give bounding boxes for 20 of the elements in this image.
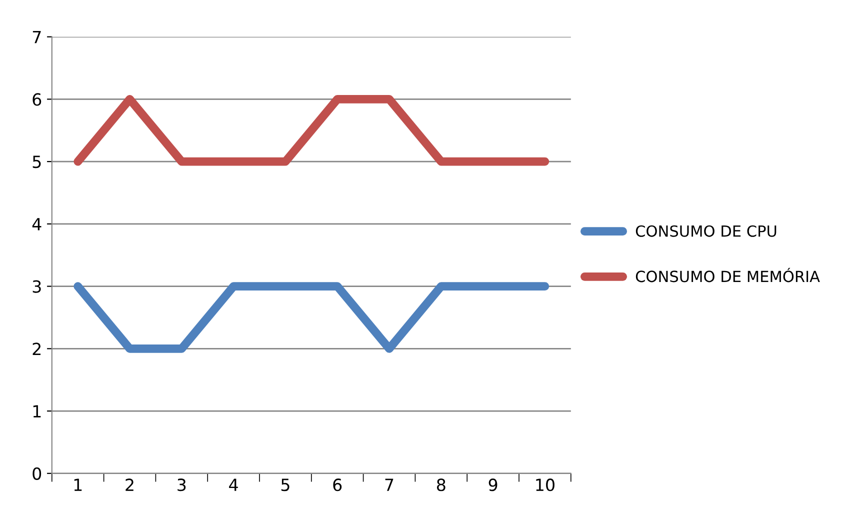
x-tick-label: 7 <box>385 478 394 491</box>
x-tick-label: 3 <box>178 478 186 492</box>
x-tick-label: 8 <box>436 478 446 492</box>
y-tick-label: 3 <box>32 280 41 293</box>
y-tick-label: 4 <box>32 218 42 230</box>
y-tick-label: 0 <box>32 467 42 480</box>
x-tick-label: 9 <box>488 478 498 492</box>
y-tick-label: 5 <box>32 156 41 168</box>
legend-label: CONSUMO DE MEMÓRIA <box>636 268 820 282</box>
y-tick-label: 2 <box>32 342 41 355</box>
x-tick-label: 1 <box>74 478 82 491</box>
x-tick-label: 10 <box>536 478 554 492</box>
x-tick-label: 6 <box>333 478 342 492</box>
y-tick-label: 7 <box>32 31 41 44</box>
x-tick-label: 4 <box>229 478 238 491</box>
x-tick-label: 5 <box>281 478 290 492</box>
y-tick-label: 6 <box>32 93 42 106</box>
x-tick-label: 2 <box>126 478 134 491</box>
legend-label: CONSUMO DE CPU <box>636 225 776 237</box>
y-tick-label: 1 <box>33 405 41 418</box>
